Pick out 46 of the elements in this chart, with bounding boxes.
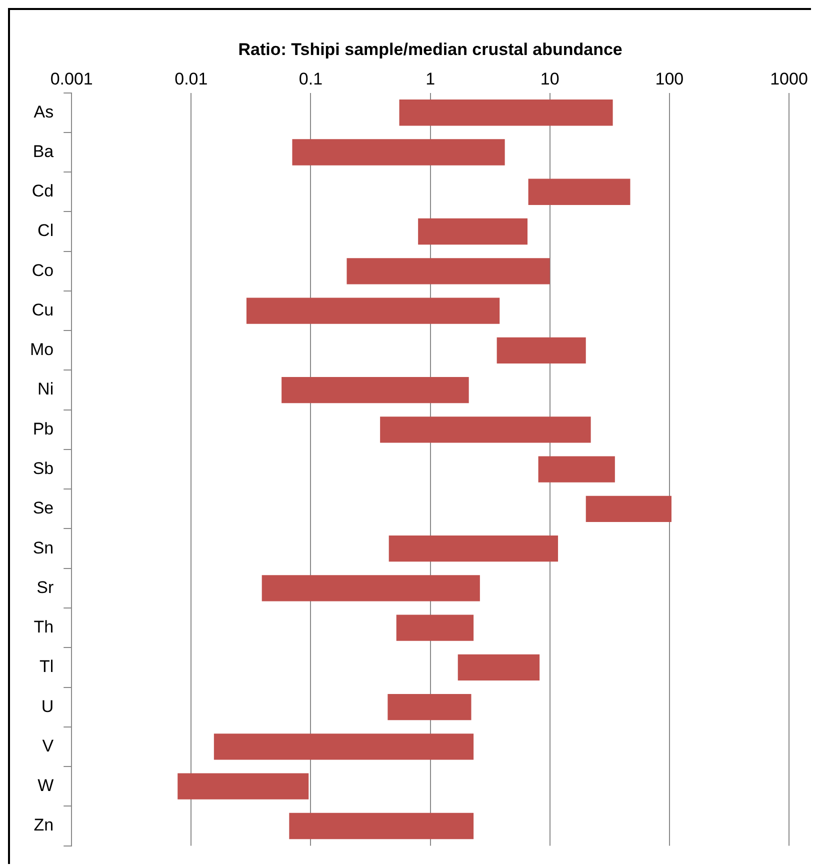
bar bbox=[399, 100, 613, 126]
bar bbox=[586, 496, 672, 522]
bar bbox=[246, 298, 500, 324]
bar bbox=[214, 734, 474, 760]
y-tick-label: Pb bbox=[32, 419, 54, 438]
x-tick-label: 1000 bbox=[770, 69, 808, 88]
bar bbox=[388, 535, 558, 562]
bar bbox=[178, 773, 309, 800]
bar bbox=[346, 258, 550, 284]
y-tick-label: Cu bbox=[32, 300, 54, 320]
bar bbox=[292, 139, 505, 166]
y-tick-label: Cl bbox=[38, 221, 54, 240]
x-tick-label: 100 bbox=[655, 69, 684, 88]
y-tick-label: Ni bbox=[38, 380, 54, 399]
x-tick-label: 10 bbox=[540, 69, 560, 88]
bar bbox=[396, 614, 474, 641]
y-tick-label: Tl bbox=[39, 657, 54, 676]
y-tick-label: U bbox=[41, 696, 54, 716]
bar bbox=[289, 812, 474, 840]
y-tick-label: W bbox=[38, 776, 54, 796]
y-tick-label: Co bbox=[32, 260, 54, 280]
y-tick-label: Sn bbox=[32, 538, 54, 558]
bar bbox=[458, 654, 540, 681]
bar bbox=[262, 575, 480, 602]
bar bbox=[282, 376, 469, 404]
y-tick-label: Mo bbox=[30, 340, 54, 360]
x-tick-label: 0.01 bbox=[174, 69, 208, 88]
y-tick-label: Ba bbox=[32, 142, 54, 161]
y-tick-label: As bbox=[34, 102, 54, 122]
bar bbox=[380, 416, 591, 443]
x-tick-label: 0.1 bbox=[298, 69, 323, 88]
bar bbox=[538, 456, 615, 482]
y-tick-label: Sr bbox=[36, 578, 54, 597]
y-tick-label: Sb bbox=[32, 458, 54, 478]
bar bbox=[388, 694, 472, 720]
y-tick-label: Se bbox=[32, 498, 54, 518]
bar bbox=[496, 337, 586, 364]
y-tick-label: V bbox=[42, 736, 54, 756]
y-tick-label: Cd bbox=[32, 182, 54, 201]
y-tick-label: Th bbox=[34, 618, 54, 637]
bar bbox=[418, 218, 528, 245]
x-tick-label: 1 bbox=[426, 69, 436, 88]
x-axis-title: Ratio: Tshipi sample/median crustal abundance bbox=[238, 40, 622, 59]
x-tick-label: 0.001 bbox=[50, 69, 93, 88]
bar bbox=[528, 178, 630, 205]
y-tick-label: Zn bbox=[34, 816, 54, 835]
